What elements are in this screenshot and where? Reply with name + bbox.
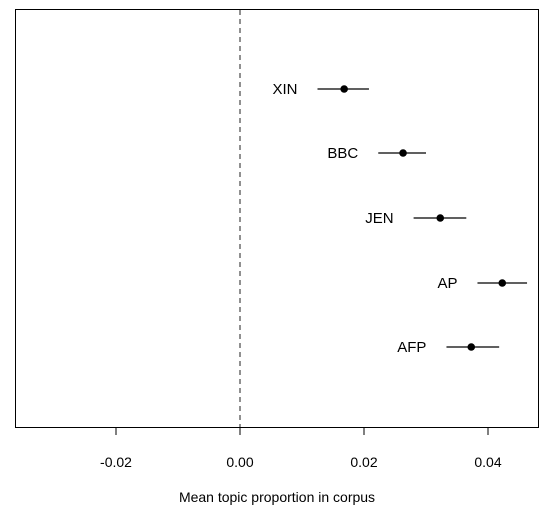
point-estimate <box>340 85 348 93</box>
point-label: AFP <box>397 339 426 356</box>
x-axis-title: Mean topic proportion in corpus <box>179 489 375 505</box>
points-layer: XIN BBC JEN AP AFP <box>272 81 528 356</box>
point-label: BBC <box>327 145 358 162</box>
estimate-afp: AFP <box>397 339 500 356</box>
point-estimate <box>498 279 507 287</box>
estimate-jen: JEN <box>365 210 467 227</box>
x-axis: -0.02 0.00 0.02 0.04 <box>100 427 502 470</box>
point-label: JEN <box>365 210 393 227</box>
x-tick-label: 0.00 <box>226 454 253 470</box>
estimate-xin: XIN <box>272 81 369 98</box>
x-tick-label: 0.02 <box>350 454 377 470</box>
point-label: AP <box>437 275 457 292</box>
point-label: XIN <box>272 81 297 98</box>
x-tick-label: 0.04 <box>474 454 501 470</box>
point-estimate <box>436 214 445 222</box>
estimate-ap: AP <box>437 275 528 292</box>
estimate-bbc: BBC <box>327 145 426 162</box>
x-tick-label: -0.02 <box>100 454 132 470</box>
point-estimate <box>399 149 407 157</box>
point-estimate <box>467 343 476 351</box>
